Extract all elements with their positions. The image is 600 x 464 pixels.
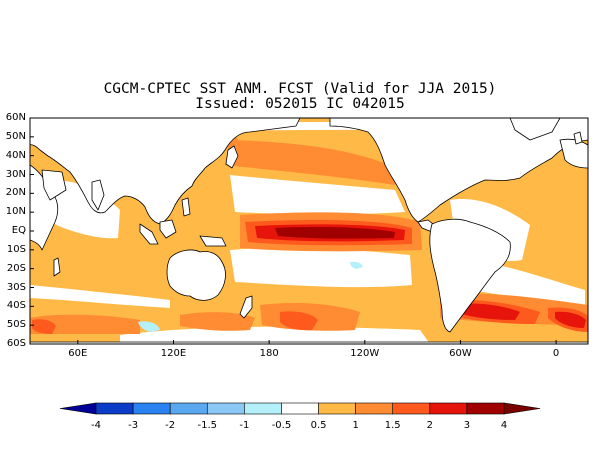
north-america-landmass xyxy=(329,118,588,223)
lon-label: 120E xyxy=(160,348,187,359)
anomaly-2 xyxy=(555,311,586,328)
anomaly-2 xyxy=(460,303,520,320)
anomaly-1 xyxy=(180,312,255,331)
colorbar-label: 3 xyxy=(463,420,471,431)
neutral-region xyxy=(120,326,430,344)
arabia-landmass xyxy=(41,169,67,201)
colorbar-label: 4 xyxy=(500,420,508,431)
colorbar-box xyxy=(318,402,356,415)
colorbar-label: -1.5 xyxy=(197,420,218,431)
colorbar-box xyxy=(466,402,505,415)
lon-label: 0 xyxy=(552,348,560,359)
colorbar-label: -0.5 xyxy=(271,420,292,431)
anomaly-1 xyxy=(225,140,400,185)
uk-landmass xyxy=(573,131,583,145)
south-america-landmass xyxy=(429,218,511,333)
colorbar-box xyxy=(355,402,394,415)
anomaly-1 xyxy=(30,314,140,334)
lat-label: 60S xyxy=(6,338,26,349)
colorbar-box xyxy=(169,402,208,415)
europe-landmass xyxy=(559,138,588,169)
sumatra-landmass xyxy=(139,223,159,245)
colorbar-label: 1.5 xyxy=(384,420,401,431)
lat-ticks xyxy=(30,117,34,345)
australia-landmass xyxy=(166,249,226,301)
new-zealand-landmass xyxy=(239,295,253,319)
lat-label: 10N xyxy=(5,206,26,218)
colorbar-triangle-left xyxy=(59,402,97,415)
india-landmass xyxy=(91,179,105,211)
greenland-landmass xyxy=(509,118,561,141)
borneo-landmass xyxy=(159,219,177,239)
lon-label: 180 xyxy=(259,348,279,359)
neutral-region xyxy=(230,175,405,215)
map-title-line1: CGCM-CPTEC SST ANM. FCST (Valid for JJA … xyxy=(103,81,497,97)
colorbar-box xyxy=(281,402,319,415)
lat-label: 30N xyxy=(5,168,26,180)
lat-label: 60N xyxy=(5,112,26,123)
colorbar-label: -2 xyxy=(165,420,176,431)
anomaly-15 xyxy=(32,319,56,334)
lat-label: 30S xyxy=(6,281,26,293)
negative-anomaly xyxy=(350,261,363,269)
lat-label: 10S xyxy=(6,243,26,255)
colorbar-box xyxy=(429,402,468,415)
lat-label: 50N xyxy=(5,130,26,142)
lat-label: 50S xyxy=(6,319,26,331)
anomaly-3 xyxy=(275,227,395,239)
lat-label: 20N xyxy=(5,187,26,199)
map-title-line2: Issued: 052015 IC 042015 xyxy=(195,96,405,112)
colorbar-box xyxy=(244,402,282,415)
lat-label: 20S xyxy=(6,262,26,274)
colorbar-label: 0.5 xyxy=(310,420,327,431)
lat-label: 40S xyxy=(6,300,26,312)
colorbar-box xyxy=(132,402,171,415)
lat-label: EQ xyxy=(11,225,26,236)
colorbar-label: -4 xyxy=(91,420,101,431)
lon-ticks xyxy=(77,340,557,344)
japan-landmass xyxy=(225,145,239,169)
colorbar-label: -1 xyxy=(239,420,250,431)
colorbar-label: 2 xyxy=(426,420,433,431)
lon-label: 120W xyxy=(350,348,380,359)
colorbar-box xyxy=(392,402,431,415)
colorbar-label: -3 xyxy=(128,420,139,431)
lat-label: 40N xyxy=(5,149,26,161)
colorbar-box xyxy=(206,402,245,415)
negative-anomaly xyxy=(138,321,160,332)
colorbar-triangle-right xyxy=(503,402,541,415)
neutral-region xyxy=(30,285,170,308)
neutral-region xyxy=(230,247,412,288)
neutral-region xyxy=(470,260,585,305)
new-guinea-landmass xyxy=(199,235,227,247)
lon-label: 60W xyxy=(449,348,472,359)
lon-label: 60E xyxy=(68,348,88,359)
madagascar-landmass xyxy=(53,257,61,277)
colorbar-box xyxy=(95,402,134,415)
philippines-landmass xyxy=(181,197,191,217)
anomaly-15 xyxy=(280,311,318,331)
colorbar-label: 1 xyxy=(352,420,359,431)
